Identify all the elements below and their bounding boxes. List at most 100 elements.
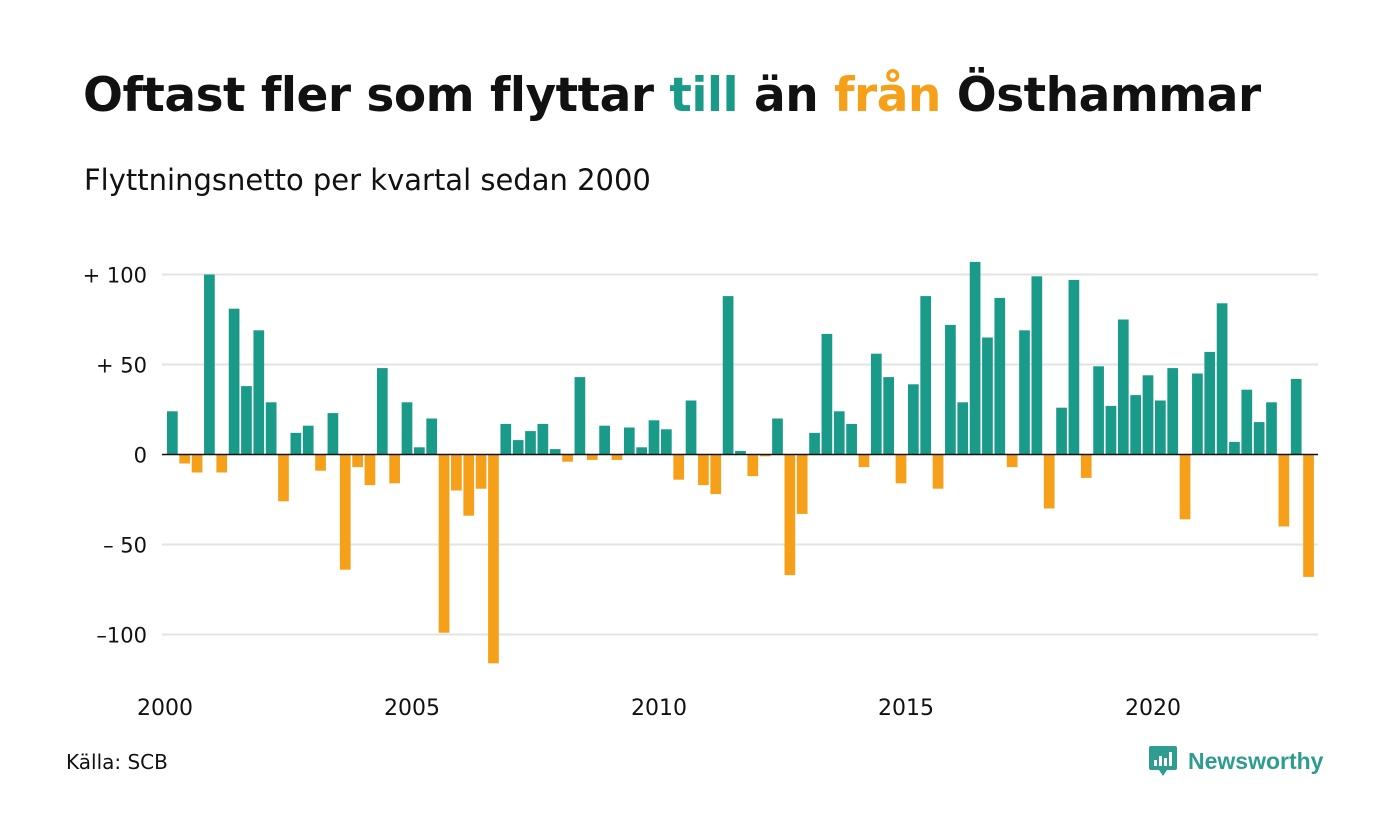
bar-2020Q3	[1179, 454, 1191, 520]
bar-2015Q2	[920, 296, 932, 455]
y-axis-labels: + 100 + 50 0 – 50 –100	[83, 264, 147, 648]
title-part-1: Oftast fler som flyttar	[83, 68, 670, 123]
bar-2003Q4	[352, 454, 363, 468]
bar-2018Q1	[1056, 407, 1067, 455]
bar-2020Q2	[1167, 368, 1179, 455]
brand-name: Newsworthy	[1188, 747, 1324, 774]
bar-2003Q2	[327, 413, 339, 455]
bar-2017Q1	[1006, 454, 1018, 468]
bars	[167, 261, 1314, 664]
bar-2013Q3	[833, 411, 845, 455]
bar-2001Q2	[228, 308, 240, 455]
bar-2014Q2	[870, 353, 882, 455]
bar-2019Q4	[1142, 375, 1154, 455]
bar-2004Q2	[376, 368, 388, 455]
bar-2019Q1	[1105, 405, 1117, 455]
bar-2007Q2	[525, 431, 536, 455]
bar-2014Q1	[858, 454, 870, 468]
bar-2014Q3	[883, 377, 894, 455]
bar-2008Q2	[574, 377, 586, 455]
bar-2021Q3	[1229, 441, 1240, 455]
bar-2009Q4	[648, 420, 660, 455]
bar-2000Q2	[179, 454, 191, 464]
bar-2022Q1	[1253, 422, 1265, 455]
bar-2022Q4	[1290, 378, 1302, 455]
bar-2013Q1	[809, 432, 820, 455]
bar-2018Q2	[1068, 279, 1080, 455]
bar-2003Q1	[315, 454, 326, 471]
bar-2010Q4	[698, 454, 709, 486]
bar-2015Q3	[932, 454, 944, 489]
bar-2011Q1	[710, 454, 722, 495]
bar-2012Q1	[759, 454, 771, 457]
bar-2002Q3	[290, 432, 302, 455]
bar-2001Q4	[253, 330, 265, 455]
x-tick-label: 2005	[384, 696, 440, 721]
bar-2002Q2	[278, 454, 289, 502]
bar-2006Q4	[500, 423, 512, 455]
bar-2005Q3	[438, 454, 450, 633]
newsworthy-logo-icon	[1149, 746, 1177, 776]
x-tick-label: 2000	[137, 696, 193, 721]
bar-2016Q2	[969, 261, 981, 455]
bar-2006Q1	[463, 454, 475, 516]
bar-2018Q4	[1093, 366, 1104, 455]
bar-2000Q1	[167, 411, 178, 455]
bar-2005Q2	[426, 418, 438, 455]
bar-2002Q4	[302, 425, 314, 455]
bar-2016Q4	[994, 297, 1006, 455]
bar-2005Q1	[414, 447, 425, 455]
bar-2002Q1	[265, 402, 277, 455]
source-note: Källa: SCB	[66, 750, 168, 774]
bar-2016Q3	[982, 337, 993, 455]
bar-2009Q3	[636, 447, 647, 455]
bar-2001Q1	[216, 454, 228, 473]
bar-2010Q1	[661, 429, 672, 455]
bar-2001Q3	[241, 386, 252, 455]
title-word-till: till	[669, 68, 739, 123]
bar-2018Q3	[1080, 454, 1092, 478]
bar-2017Q3	[1031, 276, 1043, 455]
bar-2016Q1	[957, 402, 969, 455]
x-tick-label: 2020	[1125, 696, 1181, 721]
bar-2000Q3	[191, 454, 203, 473]
bar-2011Q3	[735, 450, 746, 455]
x-tick-label: 2015	[878, 696, 934, 721]
y-tick-label: + 50	[96, 354, 147, 378]
bar-2019Q2	[1117, 319, 1129, 455]
chart-title: Oftast fler som flyttar till än från Öst…	[83, 68, 1261, 123]
title-word-fran: från	[834, 68, 941, 123]
bar-2008Q4	[599, 425, 610, 455]
bar-2009Q1	[611, 454, 623, 460]
y-tick-label: 0	[134, 444, 147, 468]
bar-2022Q2	[1266, 402, 1277, 455]
bar-2011Q2	[722, 296, 734, 455]
bar-2000Q4	[204, 274, 215, 455]
bar-2012Q4	[796, 454, 808, 514]
bar-2005Q4	[451, 454, 462, 491]
x-axis-labels: 2000 2005 2010 2015 2020	[137, 696, 1181, 721]
bar-2006Q2	[475, 454, 487, 489]
bar-2003Q3	[339, 454, 351, 570]
bar-2010Q2	[673, 454, 685, 480]
bar-2022Q3	[1278, 454, 1290, 527]
bar-2012Q2	[772, 418, 783, 455]
y-tick-label: + 100	[83, 264, 147, 288]
bar-2015Q4	[945, 324, 956, 455]
bar-2006Q3	[488, 454, 499, 664]
bar-2023Q1	[1303, 454, 1314, 577]
chart-subtitle: Flyttningsnetto per kvartal sedan 2000	[84, 163, 651, 197]
bar-2014Q4	[895, 454, 907, 484]
bar-2017Q2	[1019, 330, 1030, 455]
bar-2012Q3	[784, 454, 796, 576]
bar-2020Q4	[1192, 373, 1203, 455]
bar-2013Q4	[846, 423, 857, 455]
bar-2007Q4	[549, 449, 561, 455]
bar-2021Q4	[1241, 389, 1253, 455]
bar-2020Q1	[1155, 400, 1166, 455]
bar-2007Q3	[537, 423, 549, 455]
bar-2004Q4	[401, 402, 413, 455]
bar-2008Q1	[562, 454, 573, 462]
bar-2013Q2	[821, 333, 833, 455]
